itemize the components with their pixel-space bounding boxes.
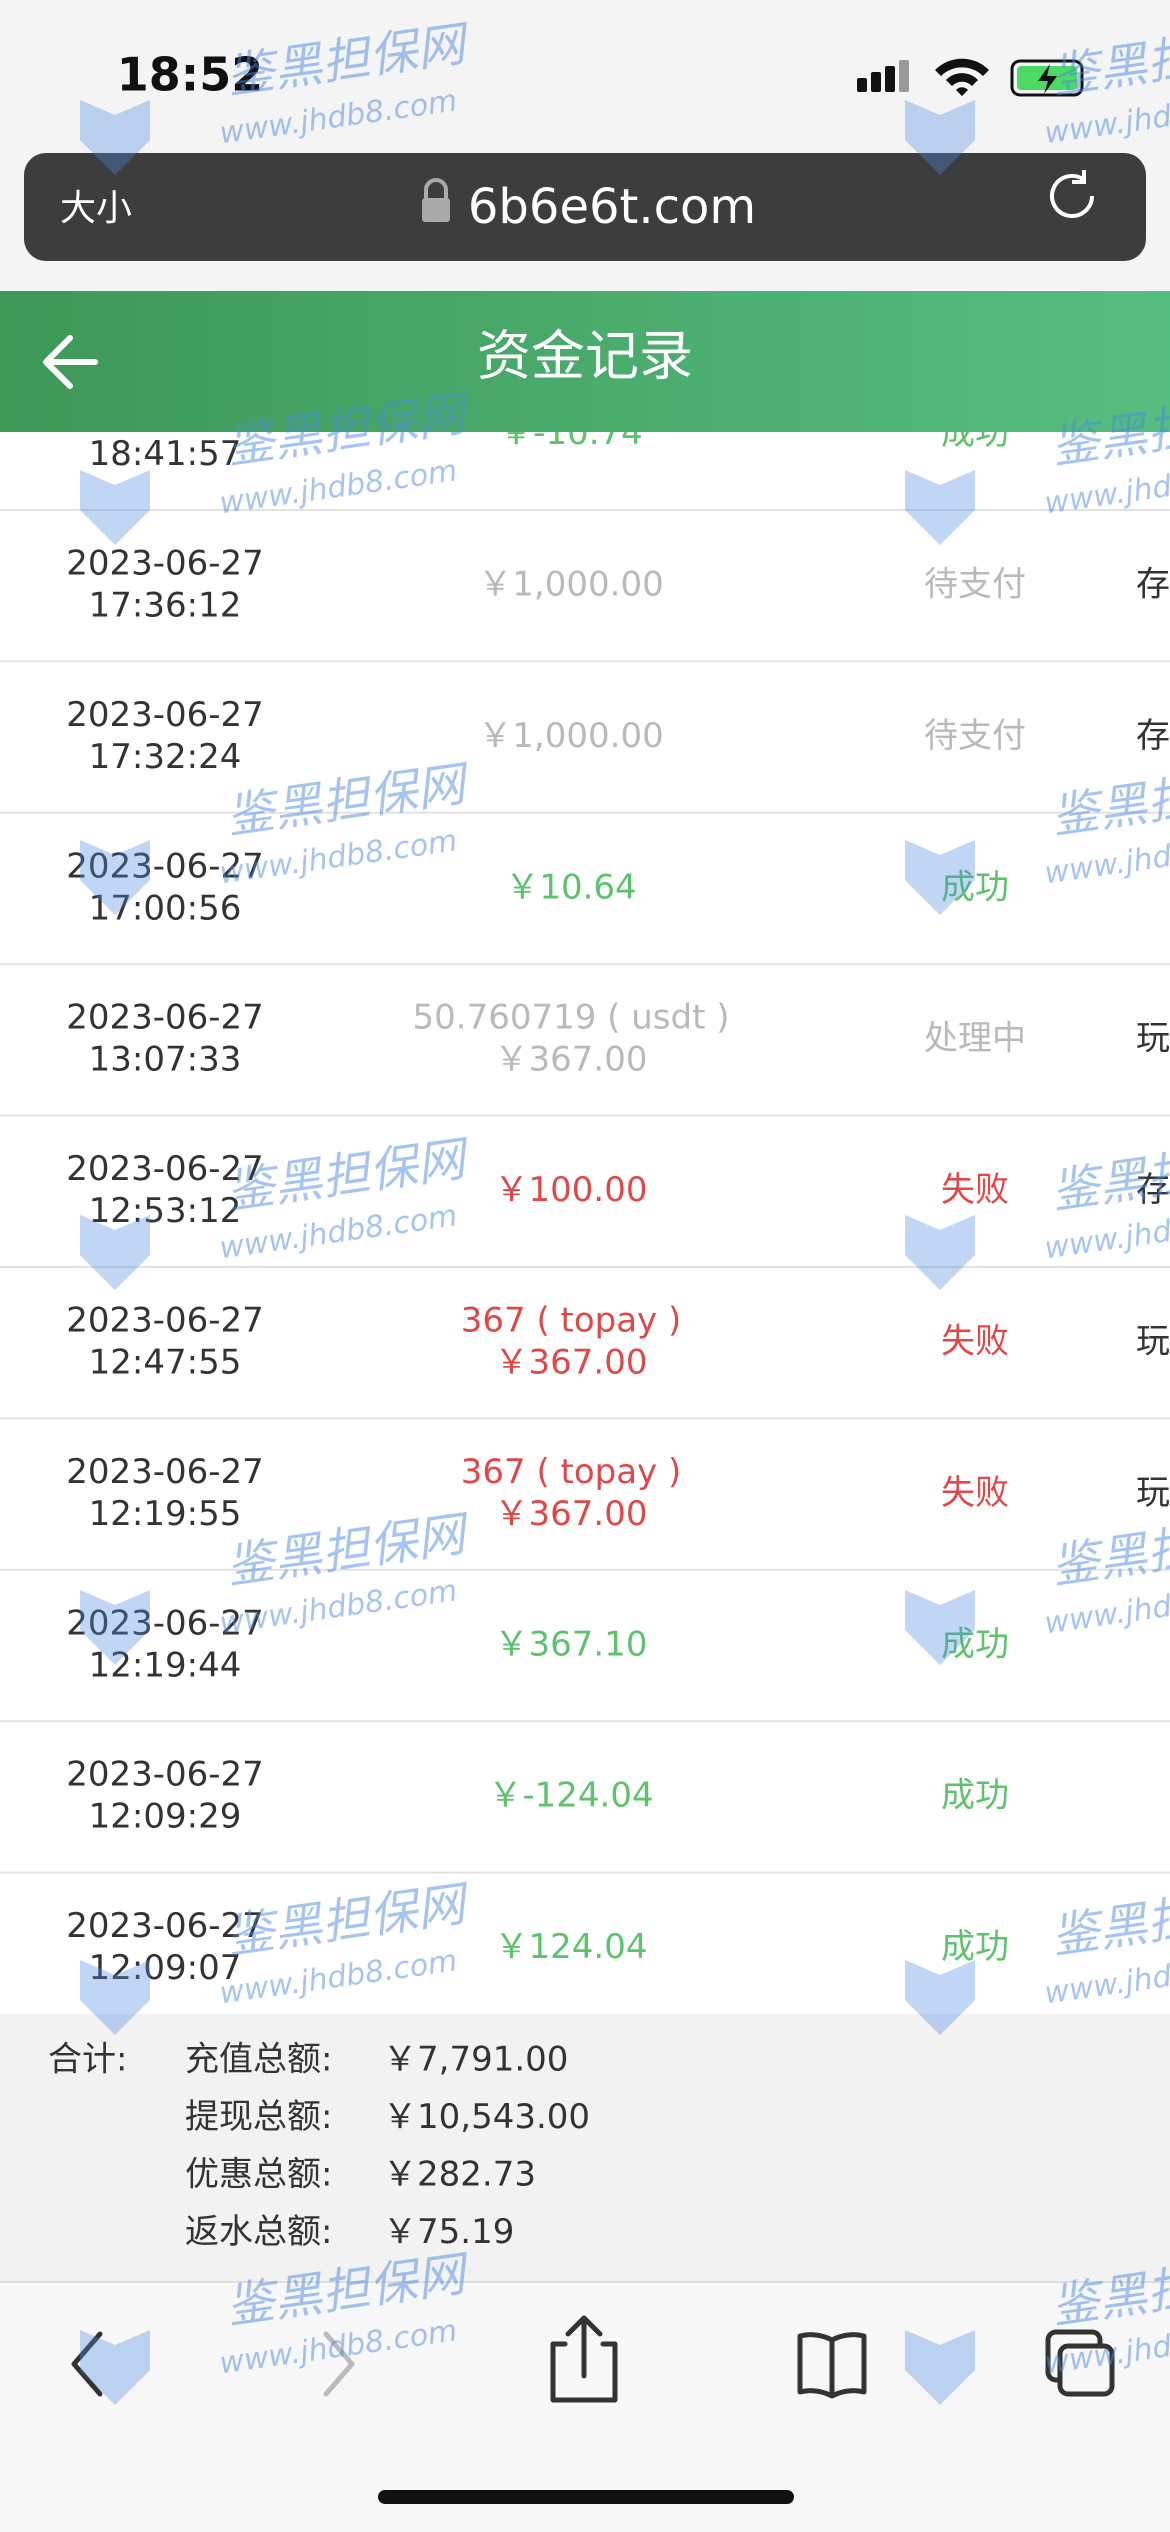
watermark-logo: [905, 840, 975, 915]
record-time: 17:00:56: [89, 888, 242, 928]
watermark-logo: [80, 100, 150, 175]
summary-row-value: ￥10,543.00: [383, 2097, 590, 2137]
record-amount: ￥1,000.00: [478, 716, 663, 756]
record-status: 成功: [941, 413, 1009, 453]
record-time: 13:07:33: [89, 1040, 242, 1080]
record-status: 处理中: [924, 1019, 1026, 1059]
watermark-logo: [80, 2330, 150, 2405]
record-time: 18:41:57: [89, 434, 242, 474]
watermark-logo: [80, 1590, 150, 1665]
record-time: 12:09:29: [89, 1797, 242, 1837]
record-date: 2023-06-27: [66, 1452, 264, 1492]
record-amount: 367 ( topay ): [461, 1301, 682, 1341]
app-header: [0, 291, 1170, 432]
record-amount: ￥367.00: [495, 1343, 648, 1383]
clock: 18:52: [117, 48, 263, 102]
record-status: 待支付: [924, 716, 1026, 756]
record-date: 2023-06-27: [66, 1906, 264, 1946]
forward-nav[interactable]: [323, 2331, 355, 2397]
home-indicator: [378, 2490, 794, 2504]
record-status: 成功: [941, 1776, 1009, 1816]
record-time: 17:36:12: [89, 586, 242, 626]
record-date: 2023-06-27: [66, 695, 264, 735]
summary-row-label: 优惠总额:: [185, 2155, 332, 2195]
record-time: 12:19:44: [89, 1645, 242, 1685]
summary-row-label: 提现总额:: [185, 2097, 332, 2137]
record-date: 2023-06-27: [66, 1603, 264, 1643]
back-button[interactable]: [43, 335, 98, 389]
summary: [0, 2014, 1170, 2282]
record-list: [0, 432, 1170, 2014]
record-amount: ￥10.64: [505, 867, 636, 907]
record-time: 12:19:55: [89, 1494, 242, 1534]
lock-body: [422, 198, 450, 222]
share-button[interactable]: [550, 2315, 618, 2403]
record-time: 12:53:12: [89, 1191, 242, 1231]
watermark-logo: [905, 1960, 975, 2035]
record-amount: ￥1,000.00: [478, 565, 663, 605]
record-status: 成功: [941, 1927, 1009, 1967]
watermark-logo: [80, 470, 150, 545]
watermark-logo: [80, 840, 150, 915]
record-amount: 367 ( topay ): [461, 1452, 682, 1492]
summary-text: 合计: 充值总额: ￥7,791.00 提现总额: ￥10,543.00 优惠总额: ￥28…: [48, 2040, 590, 2253]
records: 18:41:57￥-10.74 成功2023-06-2717:36:12￥1,00…: [0, 413, 1170, 1988]
watermark-logo: [905, 100, 975, 175]
domain: 6b6e6t.com: [468, 179, 756, 235]
summary-row-label: 充值总额:: [185, 2040, 332, 2080]
record-status: 成功: [941, 867, 1009, 907]
record-status: 失败: [941, 1322, 1009, 1362]
record-date: 2023-06-27: [66, 846, 264, 886]
summary-row-value: ￥282.73: [383, 2155, 536, 2195]
record-status: 失败: [941, 1473, 1009, 1513]
summary-row-value: ￥75.19: [383, 2212, 514, 2252]
record-time: 12:09:07: [89, 1948, 242, 1988]
status-icons: [857, 58, 1084, 97]
summary-row-value: ￥7,791.00: [383, 2040, 568, 2080]
watermark-logo: [905, 1590, 975, 1665]
record-date: 2023-06-27: [66, 998, 264, 1038]
record-status: 失败: [941, 1170, 1009, 1210]
back-nav[interactable]: [71, 2331, 103, 2397]
url-bar[interactable]: [24, 153, 1146, 261]
record-amount: ￥367.00: [495, 1494, 648, 1534]
summary-label: 合计:: [48, 2040, 127, 2080]
lock-icon: [424, 178, 448, 198]
summary-row-label: 返水总额:: [185, 2212, 332, 2252]
record-date: 2023-06-27: [66, 544, 264, 584]
record-type: 玩: [1136, 1019, 1170, 1059]
record-amount: 50.760719 ( usdt ): [413, 998, 730, 1038]
tabs-button[interactable]: [1057, 2343, 1115, 2397]
record-amount: ￥124.04: [495, 1927, 648, 1967]
record-time: 17:32:24: [89, 737, 242, 777]
page-title: 资金记录: [477, 325, 693, 388]
record-amount: ￥367.10: [495, 1624, 648, 1664]
record-type: 存: [1136, 1170, 1170, 1210]
record-type: 玩: [1136, 1473, 1170, 1513]
record-date: 2023-06-27: [66, 1755, 264, 1795]
text-size-button[interactable]: 大小: [60, 188, 132, 229]
watermark-logo: [80, 1960, 150, 2035]
record-type: 存: [1136, 565, 1170, 605]
watermark-logo: [80, 1215, 150, 1290]
record-time: 12:47:55: [89, 1343, 242, 1383]
record-amount: ￥100.00: [495, 1170, 648, 1210]
record-amount: ￥367.00: [495, 1040, 648, 1080]
record-amount: ￥-10.74: [499, 413, 643, 453]
record-type: 存: [1136, 716, 1170, 756]
watermark-logo: [905, 470, 975, 545]
watermark-logo: [905, 1215, 975, 1290]
record-date: 2023-06-27: [66, 1149, 264, 1189]
record-amount: ￥-124.04: [488, 1776, 653, 1816]
record-date: 2023-06-27: [66, 1301, 264, 1341]
record-type: 玩: [1136, 1322, 1170, 1362]
record-status: 待支付: [924, 565, 1026, 605]
record-status: 成功: [941, 1624, 1009, 1664]
reload-button[interactable]: [1050, 170, 1094, 218]
bookmarks-button[interactable]: [797, 2332, 867, 2399]
watermark-logo: [905, 2330, 975, 2405]
